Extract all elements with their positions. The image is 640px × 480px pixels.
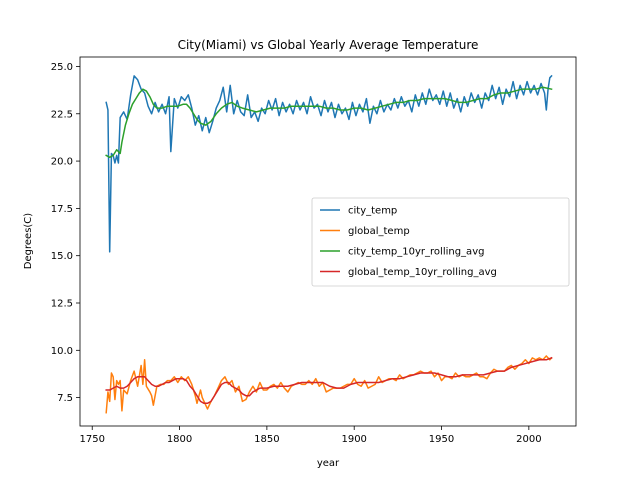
y-tick-label: 7.5: [57, 393, 73, 404]
legend-box: [311, 197, 570, 287]
series-line-global-temp-10yr-rolling-avg: [105, 356, 553, 405]
x-axis-ticks: 1750 1800 1850 1900 1950 2000: [79, 426, 542, 445]
y-axis-title: Degrees(C): [23, 213, 34, 269]
x-tick-label: 1950: [429, 434, 454, 445]
y-tick-label: 25.0: [51, 62, 73, 73]
x-tick-label: 1800: [167, 434, 192, 445]
x-tick-label: 2000: [516, 434, 541, 445]
legend: city_temp global_temp city_temp_10yr_rolli…: [311, 197, 570, 287]
chart-title: City(Miami) vs Global Yearly Average Tem…: [178, 38, 479, 52]
x-tick-label: 1750: [79, 434, 104, 445]
plot-frame: [79, 56, 577, 427]
y-tick-label: 17.5: [51, 204, 73, 215]
y-tick-label: 20.0: [51, 157, 73, 168]
y-tick-label: 22.5: [51, 109, 73, 120]
x-tick-label: 1900: [341, 434, 366, 445]
series-line-city-temp-10yr-rolling-avg: [105, 86, 553, 159]
y-tick-label: 12.5: [51, 299, 73, 310]
legend-label-city-temp: city_temp: [348, 206, 397, 217]
y-axis-ticks: 7.5 10.0 12.5 15.0 17.5 20.0 22.5 25.0: [51, 62, 80, 404]
legend-label-city-temp-10yr-rolling-avg: city_temp_10yr_rolling_avg: [348, 247, 484, 258]
y-tick-label: 15.0: [51, 251, 73, 262]
series-layer: [105, 74, 553, 414]
x-tick-label: 1850: [254, 434, 279, 445]
y-tick-label: 10.0: [51, 346, 73, 357]
legend-label-global-temp: global_temp: [348, 226, 410, 237]
x-axis-title: year: [317, 458, 340, 469]
series-line-city-temp: [105, 74, 553, 253]
legend-label-global-temp-10yr-rolling-avg: global_temp_10yr_rolling_avg: [348, 267, 497, 278]
